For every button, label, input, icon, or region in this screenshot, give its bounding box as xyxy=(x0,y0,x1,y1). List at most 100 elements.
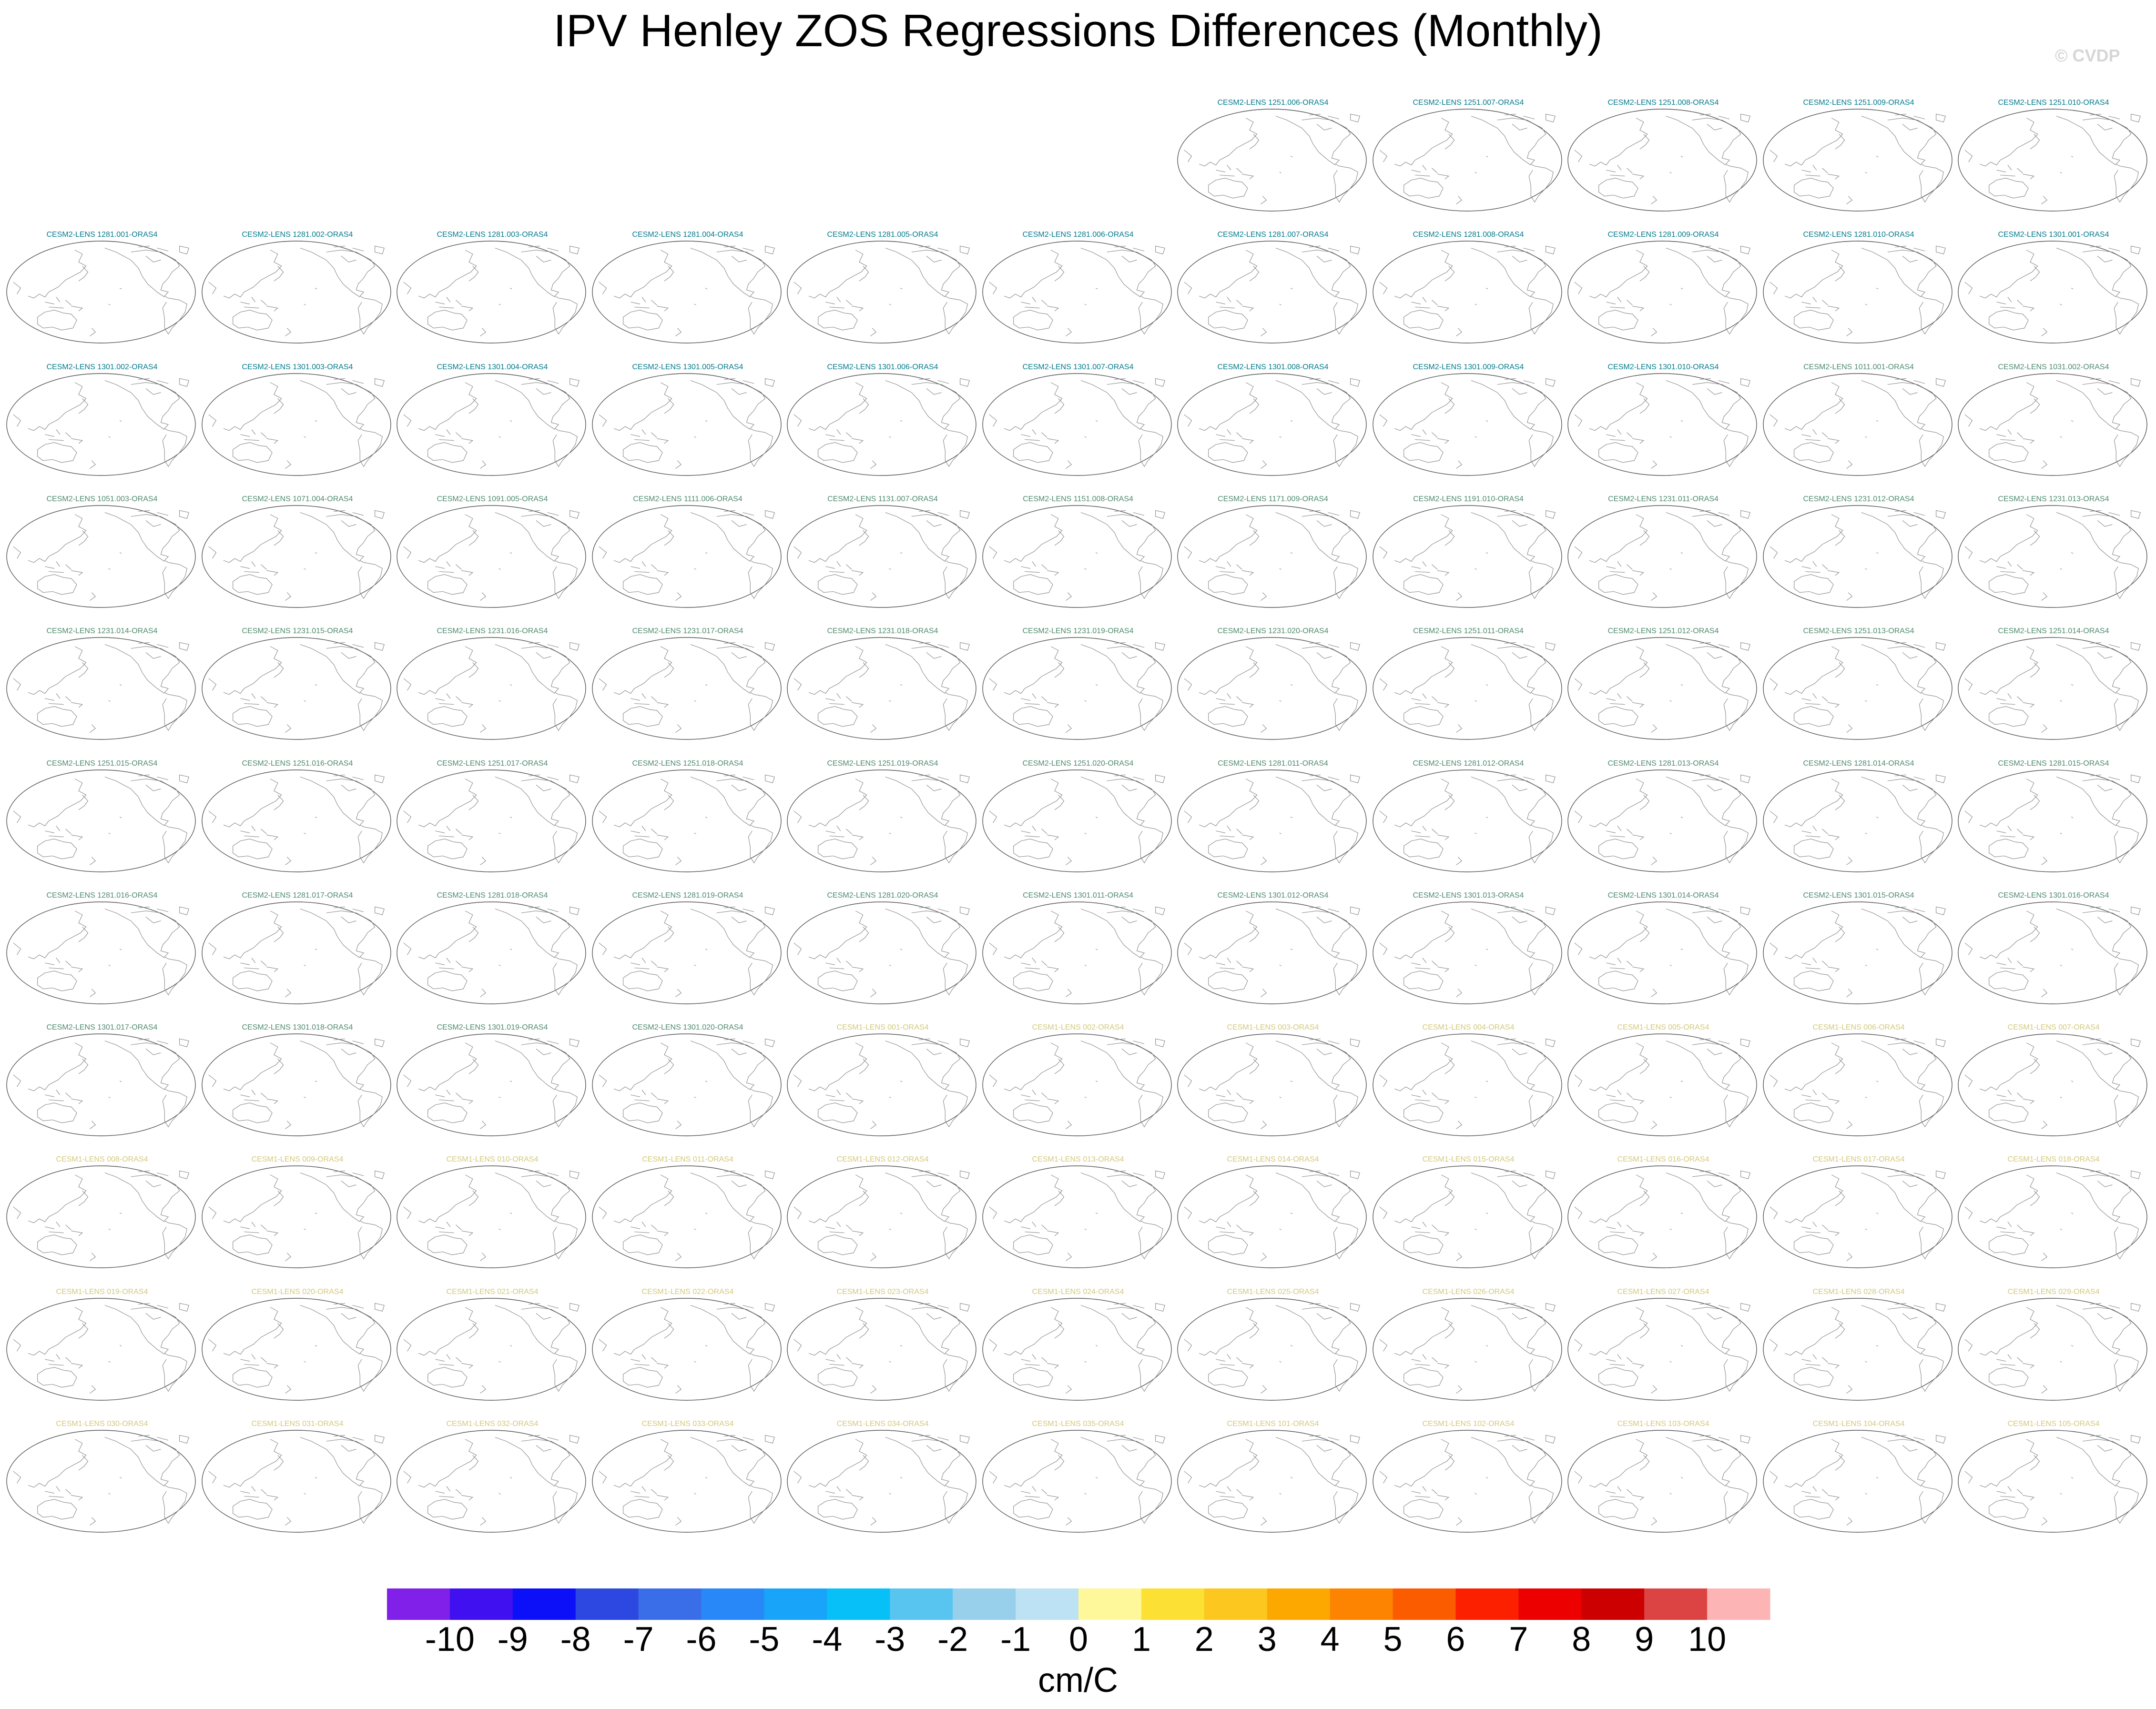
map-outline xyxy=(1373,1298,1562,1401)
map-panel: CESM2-LENS 1091.005-ORAS4 xyxy=(395,495,590,620)
map-outline xyxy=(787,901,976,1004)
world-map xyxy=(396,1033,587,1137)
world-map xyxy=(1957,373,2148,476)
map-panel: CESM2-LENS 1131.007-ORAS4 xyxy=(785,495,980,620)
world-map xyxy=(1567,240,1758,344)
map-panel: CESM2-LENS 1011.001-ORAS4 xyxy=(1761,363,1956,488)
map-panel: CESM1-LENS 006-ORAS4 xyxy=(1761,1023,1956,1148)
colorbar-tick-label: 10 xyxy=(1688,1620,1727,1658)
coastlines xyxy=(1770,510,1945,600)
world-map xyxy=(6,1429,196,1533)
colorbar-tick-label: 6 xyxy=(1446,1620,1465,1658)
map-outline xyxy=(6,637,196,740)
map-panel: CESM1-LENS 101-ORAS4 xyxy=(1176,1420,1370,1545)
map-outline xyxy=(592,1298,782,1401)
coastlines xyxy=(209,378,384,468)
coastlines xyxy=(13,1171,189,1261)
panel-title: CESM2-LENS 1191.010-ORAS4 xyxy=(1413,495,1524,503)
map-panel: CESM2-LENS 1281.017-ORAS4 xyxy=(200,891,395,1016)
map-outline xyxy=(6,241,196,344)
world-map xyxy=(1762,901,1953,1005)
map-outline xyxy=(202,505,391,608)
world-map xyxy=(591,373,782,476)
coastlines xyxy=(599,907,774,997)
coastlines xyxy=(989,510,1165,600)
panel-title: CESM2-LENS 1251.015-ORAS4 xyxy=(46,759,158,768)
map-panel: CESM1-LENS 102-ORAS4 xyxy=(1371,1420,1566,1545)
panel-title: CESM2-LENS 1231.011-ORAS4 xyxy=(1608,495,1719,503)
panel-title: CESM2-LENS 1251.008-ORAS4 xyxy=(1607,99,1719,107)
map-outline xyxy=(1958,1165,2147,1268)
world-map xyxy=(982,505,1172,608)
world-map xyxy=(6,1033,196,1137)
world-map xyxy=(201,637,392,740)
panel-title: CESM2-LENS 1251.017-ORAS4 xyxy=(437,759,548,768)
coastlines xyxy=(209,1303,384,1393)
map-outline xyxy=(202,1430,391,1533)
panel-title: CESM2-LENS 1281.003-ORAS4 xyxy=(437,231,548,239)
panel-title: CESM2-LENS 1231.013-ORAS4 xyxy=(1998,495,2109,503)
world-map xyxy=(591,1297,782,1401)
panel-title: CESM2-LENS 1231.017-ORAS4 xyxy=(632,627,743,635)
map-outline xyxy=(1958,109,2147,212)
map-panel: CESM1-LENS 035-ORAS4 xyxy=(981,1420,1175,1545)
map-outline xyxy=(787,1033,976,1136)
colorbar-tick-label: 0 xyxy=(1068,1620,1088,1658)
world-map xyxy=(982,240,1172,344)
panel-title: CESM1-LENS 002-ORAS4 xyxy=(1032,1023,1124,1031)
colorbar-tick-label: 5 xyxy=(1383,1620,1403,1658)
map-outline xyxy=(982,241,1172,344)
coastlines xyxy=(794,775,969,865)
map-panel: CESM2-LENS 1301.014-ORAS4 xyxy=(1566,891,1760,1016)
figure-title: IPV Henley ZOS Regressions Differences (… xyxy=(553,5,1603,56)
colorbar-units-label: cm/C xyxy=(1038,1661,1118,1699)
world-map xyxy=(396,769,587,873)
coastlines xyxy=(794,1435,969,1525)
coastlines xyxy=(794,378,969,468)
map-panel: CESM2-LENS 1281.011-ORAS4 xyxy=(1176,759,1370,884)
map-panel: CESM2-LENS 1251.008-ORAS4 xyxy=(1566,99,1760,223)
coastlines xyxy=(13,1039,189,1129)
map-panel: CESM2-LENS 1251.020-ORAS4 xyxy=(981,759,1175,884)
panel-title: CESM1-LENS 017-ORAS4 xyxy=(1812,1155,1905,1163)
colorbar-tick-label: 9 xyxy=(1635,1620,1654,1658)
map-outline xyxy=(6,1033,196,1136)
panel-title: CESM2-LENS 1281.020-ORAS4 xyxy=(827,891,938,900)
map-panel: CESM1-LENS 014-ORAS4 xyxy=(1176,1155,1370,1280)
world-map xyxy=(6,1165,196,1269)
panel-title: CESM2-LENS 1301.013-ORAS4 xyxy=(1413,891,1524,900)
map-panel: CESM1-LENS 028-ORAS4 xyxy=(1761,1288,1956,1413)
coastlines xyxy=(13,775,189,865)
coastlines xyxy=(989,1039,1165,1129)
map-outline xyxy=(6,373,196,476)
panel-title: CESM2-LENS 1281.007-ORAS4 xyxy=(1217,231,1329,239)
coastlines xyxy=(1184,1171,1360,1261)
map-panel: CESM2-LENS 1231.015-ORAS4 xyxy=(200,627,395,752)
map-panel: CESM2-LENS 1301.013-ORAS4 xyxy=(1371,891,1566,1016)
world-map xyxy=(1567,1429,1758,1533)
world-map xyxy=(1957,1297,2148,1401)
colorbar-tick-label: -10 xyxy=(425,1620,475,1658)
coastlines xyxy=(599,1171,774,1261)
world-map xyxy=(1762,240,1953,344)
coastlines xyxy=(13,1435,189,1525)
map-outline xyxy=(202,241,391,344)
map-outline xyxy=(787,769,976,872)
map-outline xyxy=(1177,901,1367,1004)
map-outline xyxy=(1958,637,2147,740)
map-panel: CESM2-LENS 1251.006-ORAS4 xyxy=(1176,99,1370,223)
coastlines xyxy=(13,510,189,600)
map-outline xyxy=(6,505,196,608)
panel-title: CESM2-LENS 1281.005-ORAS4 xyxy=(827,231,938,239)
coastlines xyxy=(404,1435,579,1525)
world-map xyxy=(1372,1033,1563,1137)
panel-title: CESM2-LENS 1251.013-ORAS4 xyxy=(1803,627,1914,635)
map-panel: CESM2-LENS 1251.015-ORAS4 xyxy=(5,759,199,884)
coastlines xyxy=(794,246,969,336)
coastlines xyxy=(989,642,1165,732)
map-panel: CESM1-LENS 008-ORAS4 xyxy=(5,1155,199,1280)
panel-title: CESM2-LENS 1281.017-ORAS4 xyxy=(242,891,353,900)
world-map xyxy=(201,1297,392,1401)
world-map xyxy=(1762,1429,1953,1533)
